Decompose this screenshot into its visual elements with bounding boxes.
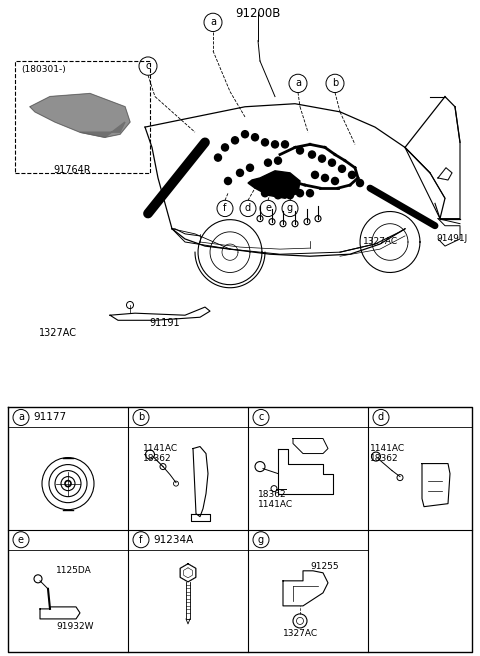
Circle shape bbox=[225, 177, 231, 184]
Text: 18362: 18362 bbox=[143, 453, 172, 462]
Circle shape bbox=[357, 180, 363, 186]
Text: 91200B: 91200B bbox=[235, 7, 281, 20]
Circle shape bbox=[221, 144, 228, 151]
Circle shape bbox=[307, 190, 313, 197]
Circle shape bbox=[231, 136, 239, 144]
Text: g: g bbox=[258, 535, 264, 544]
Polygon shape bbox=[248, 171, 300, 198]
Text: c: c bbox=[145, 61, 151, 71]
Circle shape bbox=[287, 192, 293, 199]
Text: 91764R: 91764R bbox=[53, 165, 91, 174]
Polygon shape bbox=[30, 94, 130, 137]
Circle shape bbox=[241, 131, 249, 138]
Circle shape bbox=[252, 134, 259, 141]
Text: e: e bbox=[265, 203, 271, 213]
Polygon shape bbox=[180, 564, 196, 582]
Text: e: e bbox=[18, 535, 24, 544]
Text: 1141AC: 1141AC bbox=[370, 443, 405, 453]
Circle shape bbox=[348, 171, 356, 178]
Circle shape bbox=[281, 141, 288, 148]
Text: 18362: 18362 bbox=[370, 453, 398, 462]
Text: c: c bbox=[258, 413, 264, 422]
Text: 1141AC: 1141AC bbox=[143, 443, 178, 453]
Text: b: b bbox=[138, 413, 144, 422]
Text: 1141AC: 1141AC bbox=[258, 500, 293, 508]
Text: 1327AC: 1327AC bbox=[283, 629, 318, 638]
Text: g: g bbox=[287, 203, 293, 213]
Text: 1327AC: 1327AC bbox=[363, 237, 398, 246]
Text: 1327AC: 1327AC bbox=[39, 327, 77, 338]
Circle shape bbox=[275, 192, 281, 199]
Circle shape bbox=[332, 177, 338, 184]
Text: f: f bbox=[139, 535, 143, 544]
Text: (180301-): (180301-) bbox=[21, 65, 66, 74]
Text: 91234A: 91234A bbox=[153, 535, 193, 544]
Circle shape bbox=[247, 164, 253, 171]
Circle shape bbox=[264, 159, 272, 166]
Circle shape bbox=[272, 141, 278, 148]
Circle shape bbox=[322, 174, 328, 182]
Text: b: b bbox=[332, 78, 338, 89]
Circle shape bbox=[262, 190, 268, 197]
Text: 1125DA: 1125DA bbox=[56, 566, 92, 575]
Circle shape bbox=[328, 159, 336, 166]
Circle shape bbox=[275, 157, 281, 164]
Circle shape bbox=[309, 151, 315, 158]
Text: d: d bbox=[378, 413, 384, 422]
Text: d: d bbox=[245, 203, 251, 213]
Polygon shape bbox=[80, 122, 125, 137]
Circle shape bbox=[215, 154, 221, 161]
Circle shape bbox=[312, 171, 319, 178]
Circle shape bbox=[319, 155, 325, 162]
Text: 91177: 91177 bbox=[33, 413, 66, 422]
Circle shape bbox=[237, 169, 243, 176]
Text: a: a bbox=[18, 413, 24, 422]
Text: f: f bbox=[223, 203, 227, 213]
Text: 91255: 91255 bbox=[310, 562, 338, 571]
Circle shape bbox=[297, 190, 303, 197]
Text: 91191: 91191 bbox=[150, 318, 180, 329]
Text: 18362: 18362 bbox=[258, 489, 287, 499]
Polygon shape bbox=[438, 168, 452, 180]
Text: 91491J: 91491J bbox=[436, 234, 467, 243]
Circle shape bbox=[297, 147, 303, 154]
Circle shape bbox=[262, 139, 268, 146]
Circle shape bbox=[338, 165, 346, 173]
Text: 91932W: 91932W bbox=[56, 622, 94, 631]
Text: a: a bbox=[210, 17, 216, 28]
Text: a: a bbox=[295, 78, 301, 89]
